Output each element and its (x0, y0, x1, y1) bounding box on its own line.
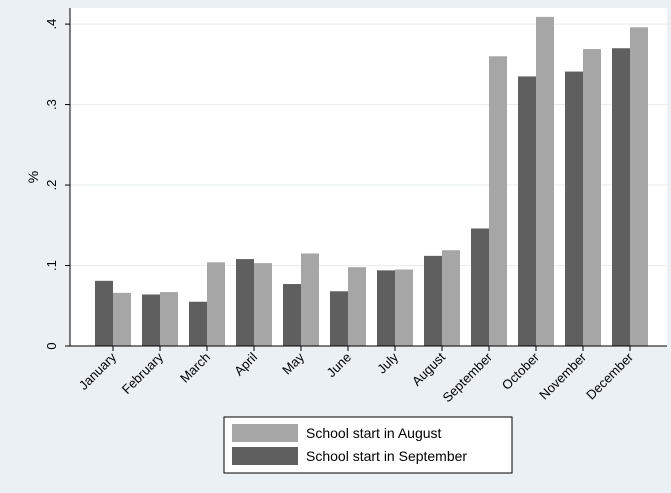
bar-august (630, 27, 648, 347)
y-tick-label: .1 (44, 260, 59, 271)
x-tick-label: November (536, 349, 589, 402)
legend-swatch (232, 424, 298, 442)
bar-september (236, 259, 254, 346)
bar-august (442, 250, 460, 346)
bar-september (424, 255, 442, 346)
x-tick-label: September (440, 349, 496, 405)
x-tick-label: May (279, 349, 307, 377)
bar-september (377, 270, 395, 346)
bar-september (189, 301, 207, 346)
x-tick-label: March (177, 350, 213, 386)
bar-august (489, 56, 507, 347)
bar-september (612, 48, 630, 346)
bar-august (113, 292, 131, 346)
bar-august (207, 262, 225, 346)
bar-august (254, 263, 272, 346)
bar-september (283, 284, 301, 346)
bar-september (95, 280, 113, 346)
legend-swatch (232, 447, 298, 465)
bar-september (471, 228, 489, 346)
bar-august (583, 49, 601, 347)
x-tick-label: October (499, 349, 543, 393)
x-tick-label: August (409, 349, 448, 388)
bars (95, 16, 648, 347)
x-tick-label: April (231, 349, 260, 378)
x-tick-label: July (374, 349, 401, 376)
bar-september (565, 71, 583, 347)
legend: School start in August School start in Se… (223, 416, 513, 474)
bar-august (395, 269, 413, 346)
x-tick-label: February (119, 349, 167, 397)
x-tick-label: December (583, 349, 636, 402)
bar-august (301, 253, 319, 346)
bar-august (160, 292, 178, 346)
x-tick-label: June (324, 350, 355, 381)
bar-september (518, 76, 536, 347)
y-tick-label: .2 (44, 180, 59, 191)
legend-label: School start in September (306, 448, 467, 464)
y-tick-label: .4 (44, 19, 59, 30)
bar-september (330, 291, 348, 346)
bar-september (142, 294, 160, 346)
y-axis-title: % (25, 171, 41, 183)
bar-august (348, 267, 366, 346)
legend-label: School start in August (306, 425, 442, 441)
y-tick-label: .3 (44, 99, 59, 110)
bar-august (536, 16, 554, 346)
y-tick-label: 0 (44, 342, 59, 349)
x-tick-label: January (76, 349, 120, 393)
